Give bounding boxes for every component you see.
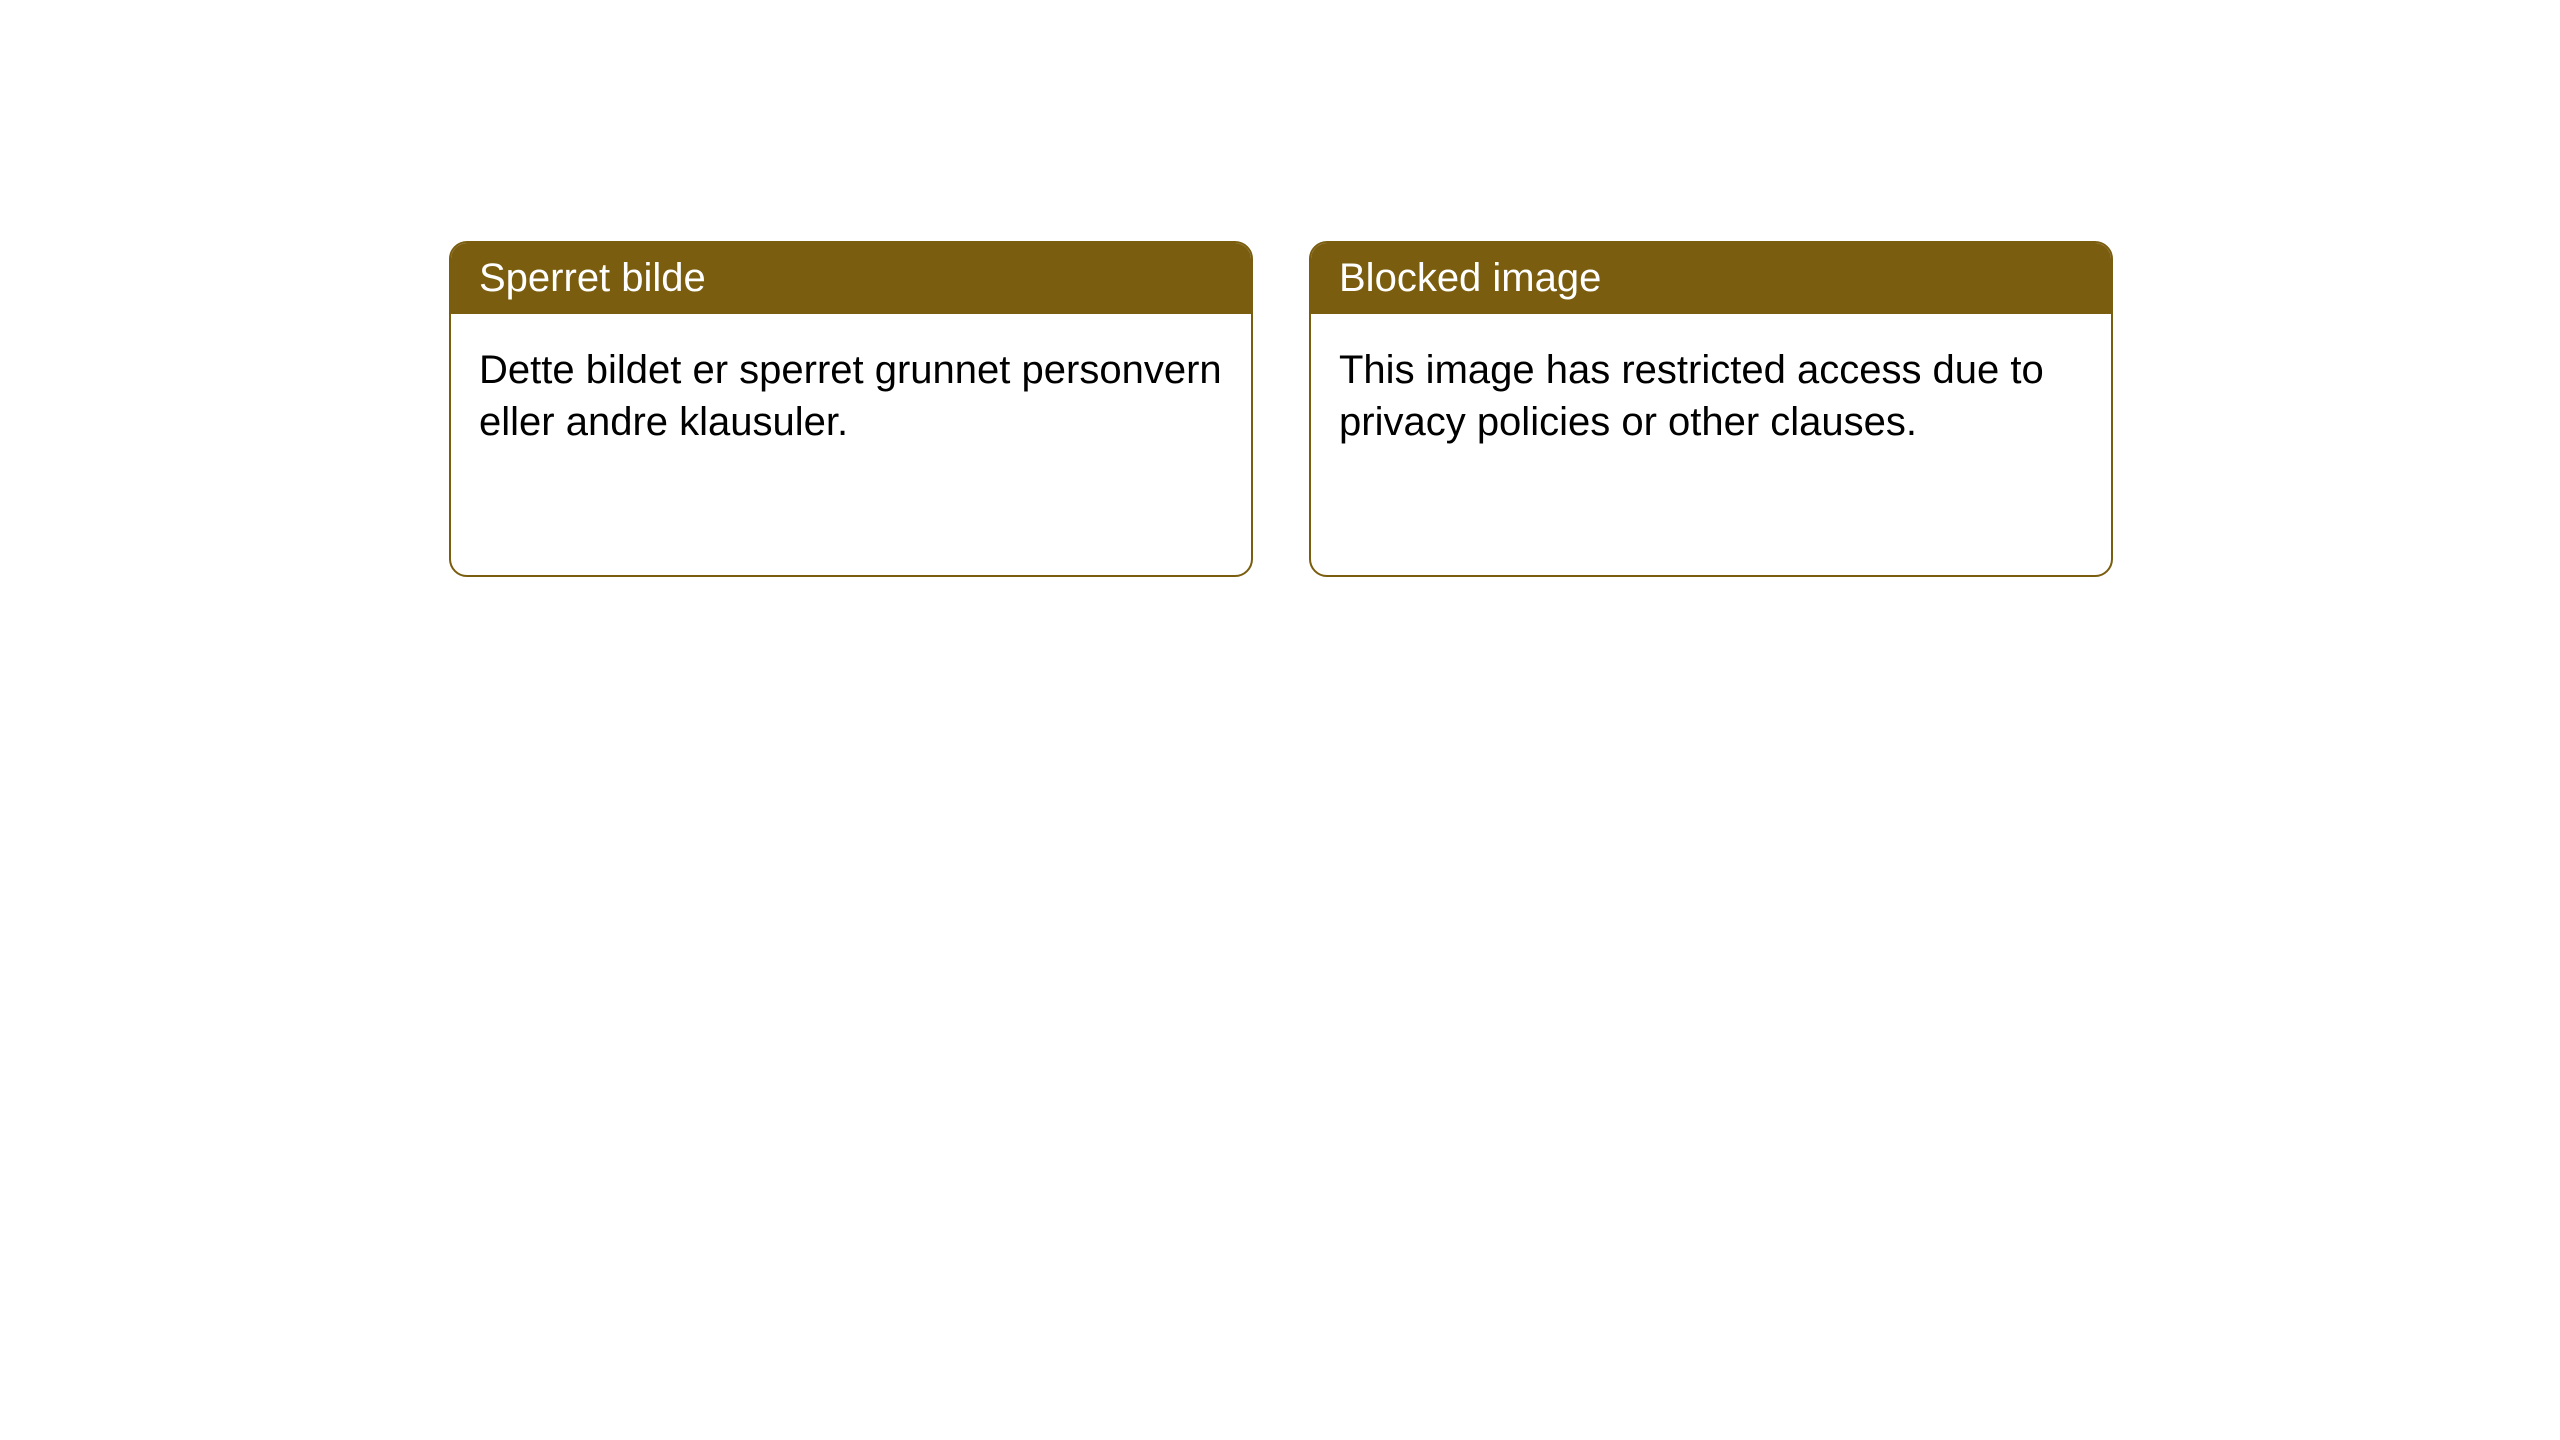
notice-card-english: Blocked image This image has restricted … [1309,241,2113,577]
notice-header: Blocked image [1311,243,2111,314]
notice-title: Sperret bilde [479,256,706,300]
notice-header: Sperret bilde [451,243,1251,314]
notice-container: Sperret bilde Dette bildet er sperret gr… [0,0,2560,577]
notice-body: Dette bildet er sperret grunnet personve… [451,314,1251,478]
notice-message: Dette bildet er sperret grunnet personve… [479,348,1222,444]
notice-card-norwegian: Sperret bilde Dette bildet er sperret gr… [449,241,1253,577]
notice-body: This image has restricted access due to … [1311,314,2111,478]
notice-title: Blocked image [1339,256,1601,300]
notice-message: This image has restricted access due to … [1339,348,2044,444]
